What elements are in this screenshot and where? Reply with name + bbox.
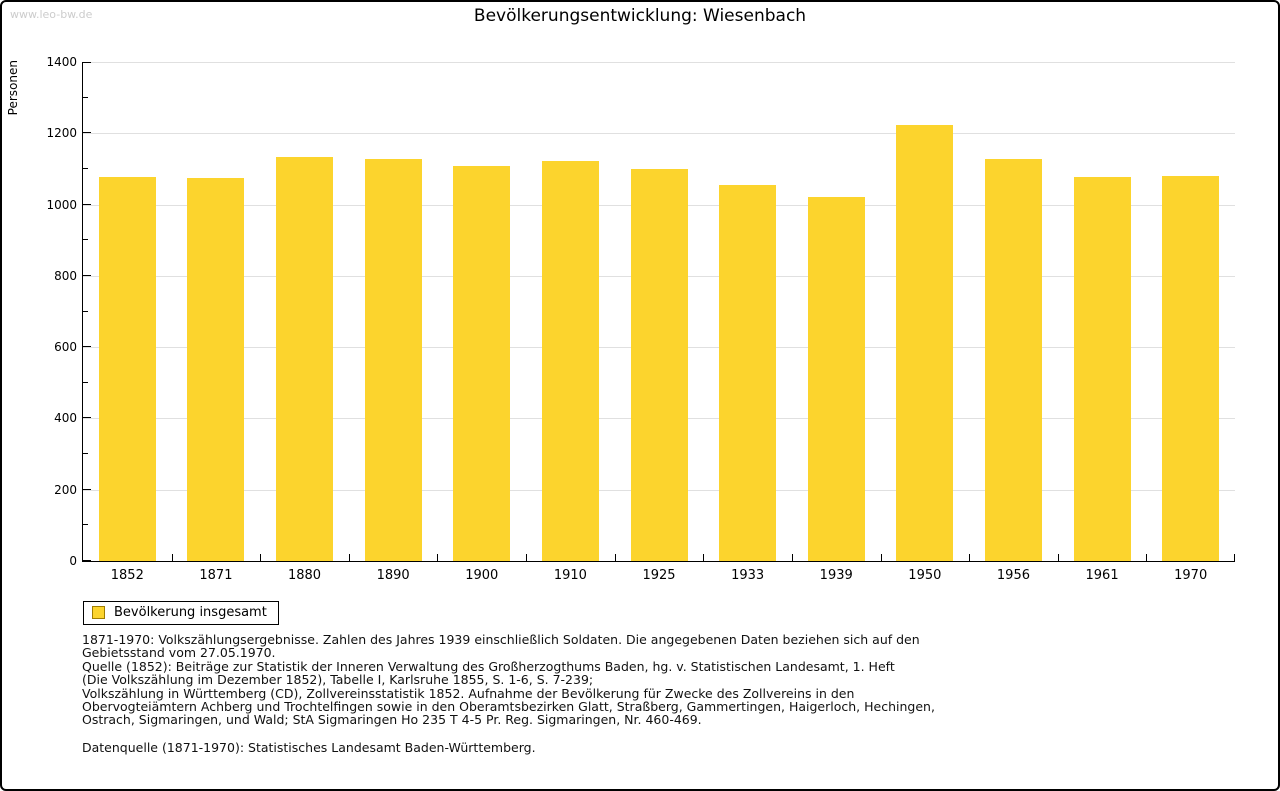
x-axis-tick-label: 1956	[996, 568, 1030, 583]
x-axis-tick	[1057, 554, 1059, 561]
y-axis-tick	[83, 96, 88, 98]
bar-1890	[364, 158, 422, 561]
page-title: Bevölkerungsentwicklung: Wiesenbach	[473, 6, 807, 26]
y-axis-tick	[83, 274, 91, 276]
data-source-line: Datenquelle (1871-1970): Statistisches L…	[82, 739, 536, 755]
y-axis-tick-label: 600	[54, 340, 77, 355]
x-axis-tick	[348, 554, 350, 561]
x-axis-tick	[171, 554, 173, 561]
x-axis-tick	[1146, 554, 1148, 561]
bar-1900	[453, 166, 511, 561]
footnote-line: Volkszählung in Württemberg (CD), Zollve…	[82, 685, 855, 701]
y-axis-tick-label: 0	[69, 554, 77, 568]
footnote-line: Ostrach, Sigmaringen, und Wald; StA Sigm…	[82, 712, 702, 728]
x-axis-tick-label: 1871	[199, 568, 233, 583]
y-axis-tick-label: 1200	[46, 126, 77, 141]
y-axis-tick-label: 400	[54, 411, 77, 426]
x-axis-tick	[437, 554, 439, 561]
x-axis-tick-label: 1939	[819, 568, 853, 583]
x-axis-tick	[703, 554, 705, 561]
bar-1950	[896, 124, 954, 561]
x-axis-tick	[614, 554, 616, 561]
x-axis-tick	[1234, 554, 1235, 561]
y-axis-tick	[83, 239, 88, 241]
bar-1961	[1073, 177, 1131, 561]
y-axis-tick	[83, 203, 91, 205]
bar-1956	[984, 158, 1042, 561]
y-axis-label: Personen	[6, 60, 20, 116]
footnote-line: 1871-1970: Volkszählungsergebnisse. Zahl…	[82, 632, 920, 647]
legend-box: Bevölkerung insgesamt	[83, 601, 279, 625]
bar-1925	[630, 168, 688, 561]
bar-1910	[541, 160, 599, 561]
x-axis-tick-label: 1852	[110, 568, 144, 583]
bar-1970	[1162, 176, 1220, 561]
bar-1939	[807, 197, 865, 561]
x-axis-tick	[526, 554, 528, 561]
x-axis-tick-label: 1910	[553, 568, 587, 583]
watermark: www.leo-bw.de	[10, 8, 93, 21]
gridline	[83, 133, 1235, 135]
y-axis-tick	[83, 417, 91, 419]
plot-area: 0 200 400 600 800 1000 1200 1400 1852 1871 1880 189…	[46, 55, 1235, 583]
y-axis-tick-label: 800	[54, 268, 77, 283]
x-axis-tick	[260, 554, 262, 561]
y-axis-tick-label: 200	[54, 482, 77, 497]
x-axis-tick-label: 1890	[376, 568, 410, 583]
x-axis-tick	[969, 554, 971, 561]
x-axis-tick-label: 1925	[642, 568, 676, 583]
footnotes: 1871-1970: Volkszählungsergebnisse. Zahl…	[82, 632, 1212, 755]
x-axis-tick-label: 1970	[1174, 568, 1208, 583]
y-axis-tick	[83, 310, 88, 312]
y-axis-tick	[83, 381, 88, 383]
y-axis-tick	[83, 346, 91, 348]
x-axis-tick-label: 1933	[731, 568, 765, 583]
legend-label: Bevölkerung insgesamt	[114, 605, 267, 620]
y-axis-tick-label: 1000	[46, 197, 77, 212]
bar-1933	[719, 184, 777, 561]
bar-1852	[98, 176, 156, 561]
gridline	[83, 62, 1235, 63]
y-axis-tick	[83, 167, 88, 169]
x-axis-tick-label: 1880	[287, 568, 322, 583]
x-axis-tick-label: 1961	[1085, 568, 1119, 583]
legend-swatch-icon	[92, 606, 105, 619]
x-axis-tick	[880, 554, 882, 561]
y-axis-tick	[83, 132, 91, 134]
x-axis-tick	[791, 554, 793, 561]
footnote-line: (Die Volkszählung im Dezember 1852), Tab…	[82, 672, 594, 688]
footnote-line: Gebietsstand vom 27.05.1970.	[82, 645, 276, 661]
bar-1871	[187, 177, 245, 561]
y-axis-tick	[83, 453, 88, 455]
y-axis-tick-label: 1400	[46, 55, 77, 69]
y-axis-tick	[83, 560, 91, 561]
y-axis-tick	[83, 488, 91, 490]
y-axis-tick	[83, 62, 91, 63]
y-axis-tick	[83, 524, 88, 526]
bar-1880	[276, 156, 334, 561]
footnote-line: Quelle (1852): Beiträge zur Statistik de…	[82, 658, 895, 674]
x-axis-tick-label: 1900	[465, 568, 499, 583]
footnote-line: Obervogteiämtern Achberg und Trochtelfin…	[82, 699, 935, 715]
x-axis-tick-label: 1950	[908, 568, 942, 583]
